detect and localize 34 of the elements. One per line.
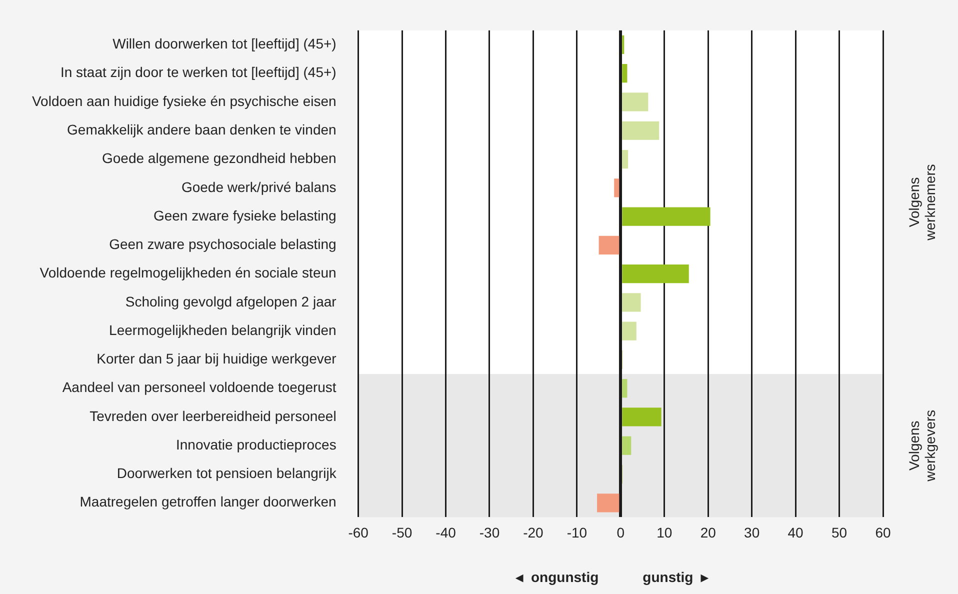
y-tick-label: Goede werk/privé balans [181, 178, 336, 195]
y-tick-label: Gemakkelijk andere baan denken te vinden [67, 121, 336, 138]
x-tick-label: -30 [479, 524, 500, 540]
x-tick-label: -40 [436, 524, 456, 540]
y-tick-label: Tevreden over leerbereidheid personeel [90, 408, 336, 424]
y-tick-label: Leermogelijkheden belangrijk vinden [109, 322, 336, 338]
y-tick-label: Goede algemene gezondheid hebben [102, 150, 336, 166]
x-tick-label: -60 [348, 524, 369, 540]
x-tick-label: -20 [523, 524, 544, 540]
y-tick-label: Doorwerken tot pensioen belangrijk [116, 465, 338, 482]
x-tick-label: 40 [788, 524, 804, 540]
x-tick-label: 60 [875, 524, 891, 540]
x-tick-label: 10 [656, 524, 672, 540]
text: ◂ ongunstig [515, 568, 599, 585]
y-tick-label: Geen zware psychosociale belasting [109, 236, 336, 252]
x-tick-label: -10 [566, 524, 588, 540]
y-tick-label: Geen zware fysieke belasting [153, 207, 336, 224]
x-tick-label: 50 [831, 524, 848, 540]
y-tick-label: Voldoen aan huidige fysieke én psychische eisen [32, 92, 336, 109]
band-label: Volgens werkgevers [906, 410, 938, 482]
x-tick-label: 30 [744, 524, 760, 540]
y-tick-label: Aandeel van personeel voldoende toegerust [62, 379, 336, 396]
band-label: Volgens werknemers [906, 164, 938, 242]
x-tick-label: 0 [616, 524, 625, 540]
text: gunstig ▸ [642, 568, 709, 585]
y-tick-label: Voldoende regelmogelijkheden én sociale steun [40, 264, 336, 281]
y-tick-label: Willen doorwerken tot [leeftijd] (45+) [112, 36, 336, 52]
x-tick-label: 20 [700, 524, 716, 540]
y-tick-label: In staat zijn door te werken tot [leeftijd] (45+) [60, 64, 336, 80]
y-tick-label: Maatregelen getroffen langer doorwerken [80, 494, 336, 510]
y-tick-label: Korter dan 5 jaar bij huidige werkgever [96, 350, 337, 367]
y-tick-label: Scholing gevolgd afgelopen 2 jaar [125, 293, 337, 310]
y-tick-label: Innovatie productieproces [176, 436, 336, 452]
x-tick-label: -50 [392, 524, 412, 540]
